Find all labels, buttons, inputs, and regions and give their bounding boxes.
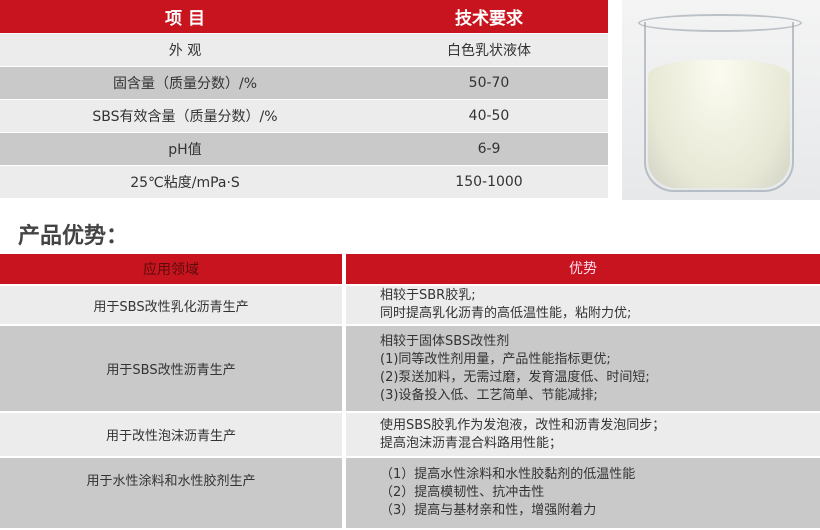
application-field: 用于SBS改性沥青生产 [0, 326, 342, 411]
advantage-line: 同时提高乳化沥青的高低温性能，粘附力优; [380, 306, 632, 321]
advantage-line: （3）提高与基材亲和性，增强附着力 [380, 503, 597, 518]
product-photo-beaker [622, 0, 820, 200]
header-item: 项 目 [165, 9, 205, 29]
advantage-cell: 使用SBS胶乳作为发泡液，改性和沥青发泡同步； 提高泡沫沥青混合料路用性能； [346, 413, 820, 456]
spec-item: 25℃粘度/mPa·S [130, 175, 240, 191]
spec-value: 40-50 [468, 108, 510, 124]
advantage-line: （1）提高水性涂料和水性胶黏剂的低温性能 [380, 467, 636, 482]
advantage-line: (3)设备投入低、工艺简单、节能减排; [380, 387, 598, 403]
advantage-cell: （1）提高水性涂料和水性胶黏剂的低温性能 （2）提高模韧性、抗冲击性 （3）提高与基… [346, 458, 820, 528]
spec-value: 150-1000 [455, 174, 523, 190]
beaker-glass [644, 22, 794, 192]
advantage-line: （2）提高模韧性、抗冲击性 [380, 485, 545, 500]
advantage-line: (1)同等改性剂用量，产品性能指标更优; [380, 351, 611, 367]
advantage-line: (2)泵送加料，无需过磨，发育温度低、时间短; [380, 369, 650, 385]
spec-row: SBS有效含量（质量分数）/% 40-50 [0, 100, 608, 133]
application-field: 用于水性涂料和水性胶剂生产 [0, 458, 342, 528]
advantage-row: 用于改性泡沫沥青生产 使用SBS胶乳作为发泡液，改性和沥青发泡同步； 提高泡沫沥青混… [0, 413, 820, 456]
spec-value: 白色乳状液体 [447, 43, 531, 59]
application-field: 用于SBS改性乳化沥青生产 [0, 286, 342, 324]
advantages-table-header: 应用领域 优势 [0, 254, 820, 284]
advantage-row: 用于水性涂料和水性胶剂生产 （1）提高水性涂料和水性胶黏剂的低温性能 （2）提高模韧… [0, 458, 820, 528]
advantage-row: 用于SBS改性乳化沥青生产 相较于SBR胶乳; 同时提高乳化沥青的高低温性能，粘附力… [0, 286, 820, 324]
spec-table: 项 目 技术要求 外 观 白色乳状液体固含量（质量分数）/% 50-70 SBS有效含… [0, 0, 608, 199]
advantage-cell: 相较于固体SBS改性剂 (1)同等改性剂用量，产品性能指标更优; (2)泵送加料，无… [346, 326, 820, 411]
section-title: 产品优势： [18, 224, 129, 249]
advantage-line: 相较于固体SBS改性剂 [380, 333, 510, 349]
advantages-table: 应用领域 优势 用于SBS改性乳化沥青生产 相较于SBR胶乳; 同时提高乳化沥青的高… [0, 254, 820, 530]
spec-row: 固含量（质量分数）/% 50-70 [0, 67, 608, 100]
spec-value: 6-9 [477, 141, 501, 157]
advantage-cell: 相较于SBR胶乳; 同时提高乳化沥青的高低温性能，粘附力优; [346, 286, 820, 324]
advantage-row: 用于SBS改性沥青生产 相较于固体SBS改性剂 (1)同等改性剂用量，产品性能指标更… [0, 326, 820, 411]
advantage-line: 提高泡沫沥青混合料路用性能； [380, 435, 563, 451]
header-advantage: 优势 [346, 254, 820, 284]
spec-item: 外 观 [168, 43, 202, 59]
spec-value: 50-70 [468, 75, 510, 91]
spec-item: 固含量（质量分数）/% [112, 76, 258, 92]
spec-row: pH值 6-9 [0, 133, 608, 166]
spec-row: 25℃粘度/mPa·S 150-1000 [0, 166, 608, 199]
advantage-line: 使用SBS胶乳作为发泡液，改性和沥青发泡同步； [380, 417, 666, 433]
spec-item: pH值 [168, 142, 202, 158]
header-field: 应用领域 [0, 254, 342, 284]
spec-item: SBS有效含量（质量分数）/% [92, 109, 278, 125]
spec-row: 外 观 白色乳状液体 [0, 34, 608, 67]
beaker-rim [638, 14, 802, 32]
advantage-line: 相较于SBR胶乳; [380, 288, 476, 303]
header-requirement: 技术要求 [455, 9, 523, 29]
spec-table-header: 项 目 技术要求 [0, 0, 608, 34]
application-field: 用于改性泡沫沥青生产 [0, 413, 342, 456]
